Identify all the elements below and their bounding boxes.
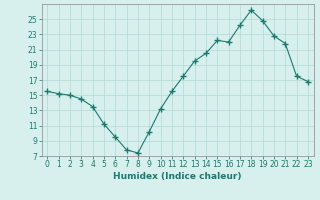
X-axis label: Humidex (Indice chaleur): Humidex (Indice chaleur) <box>113 172 242 181</box>
